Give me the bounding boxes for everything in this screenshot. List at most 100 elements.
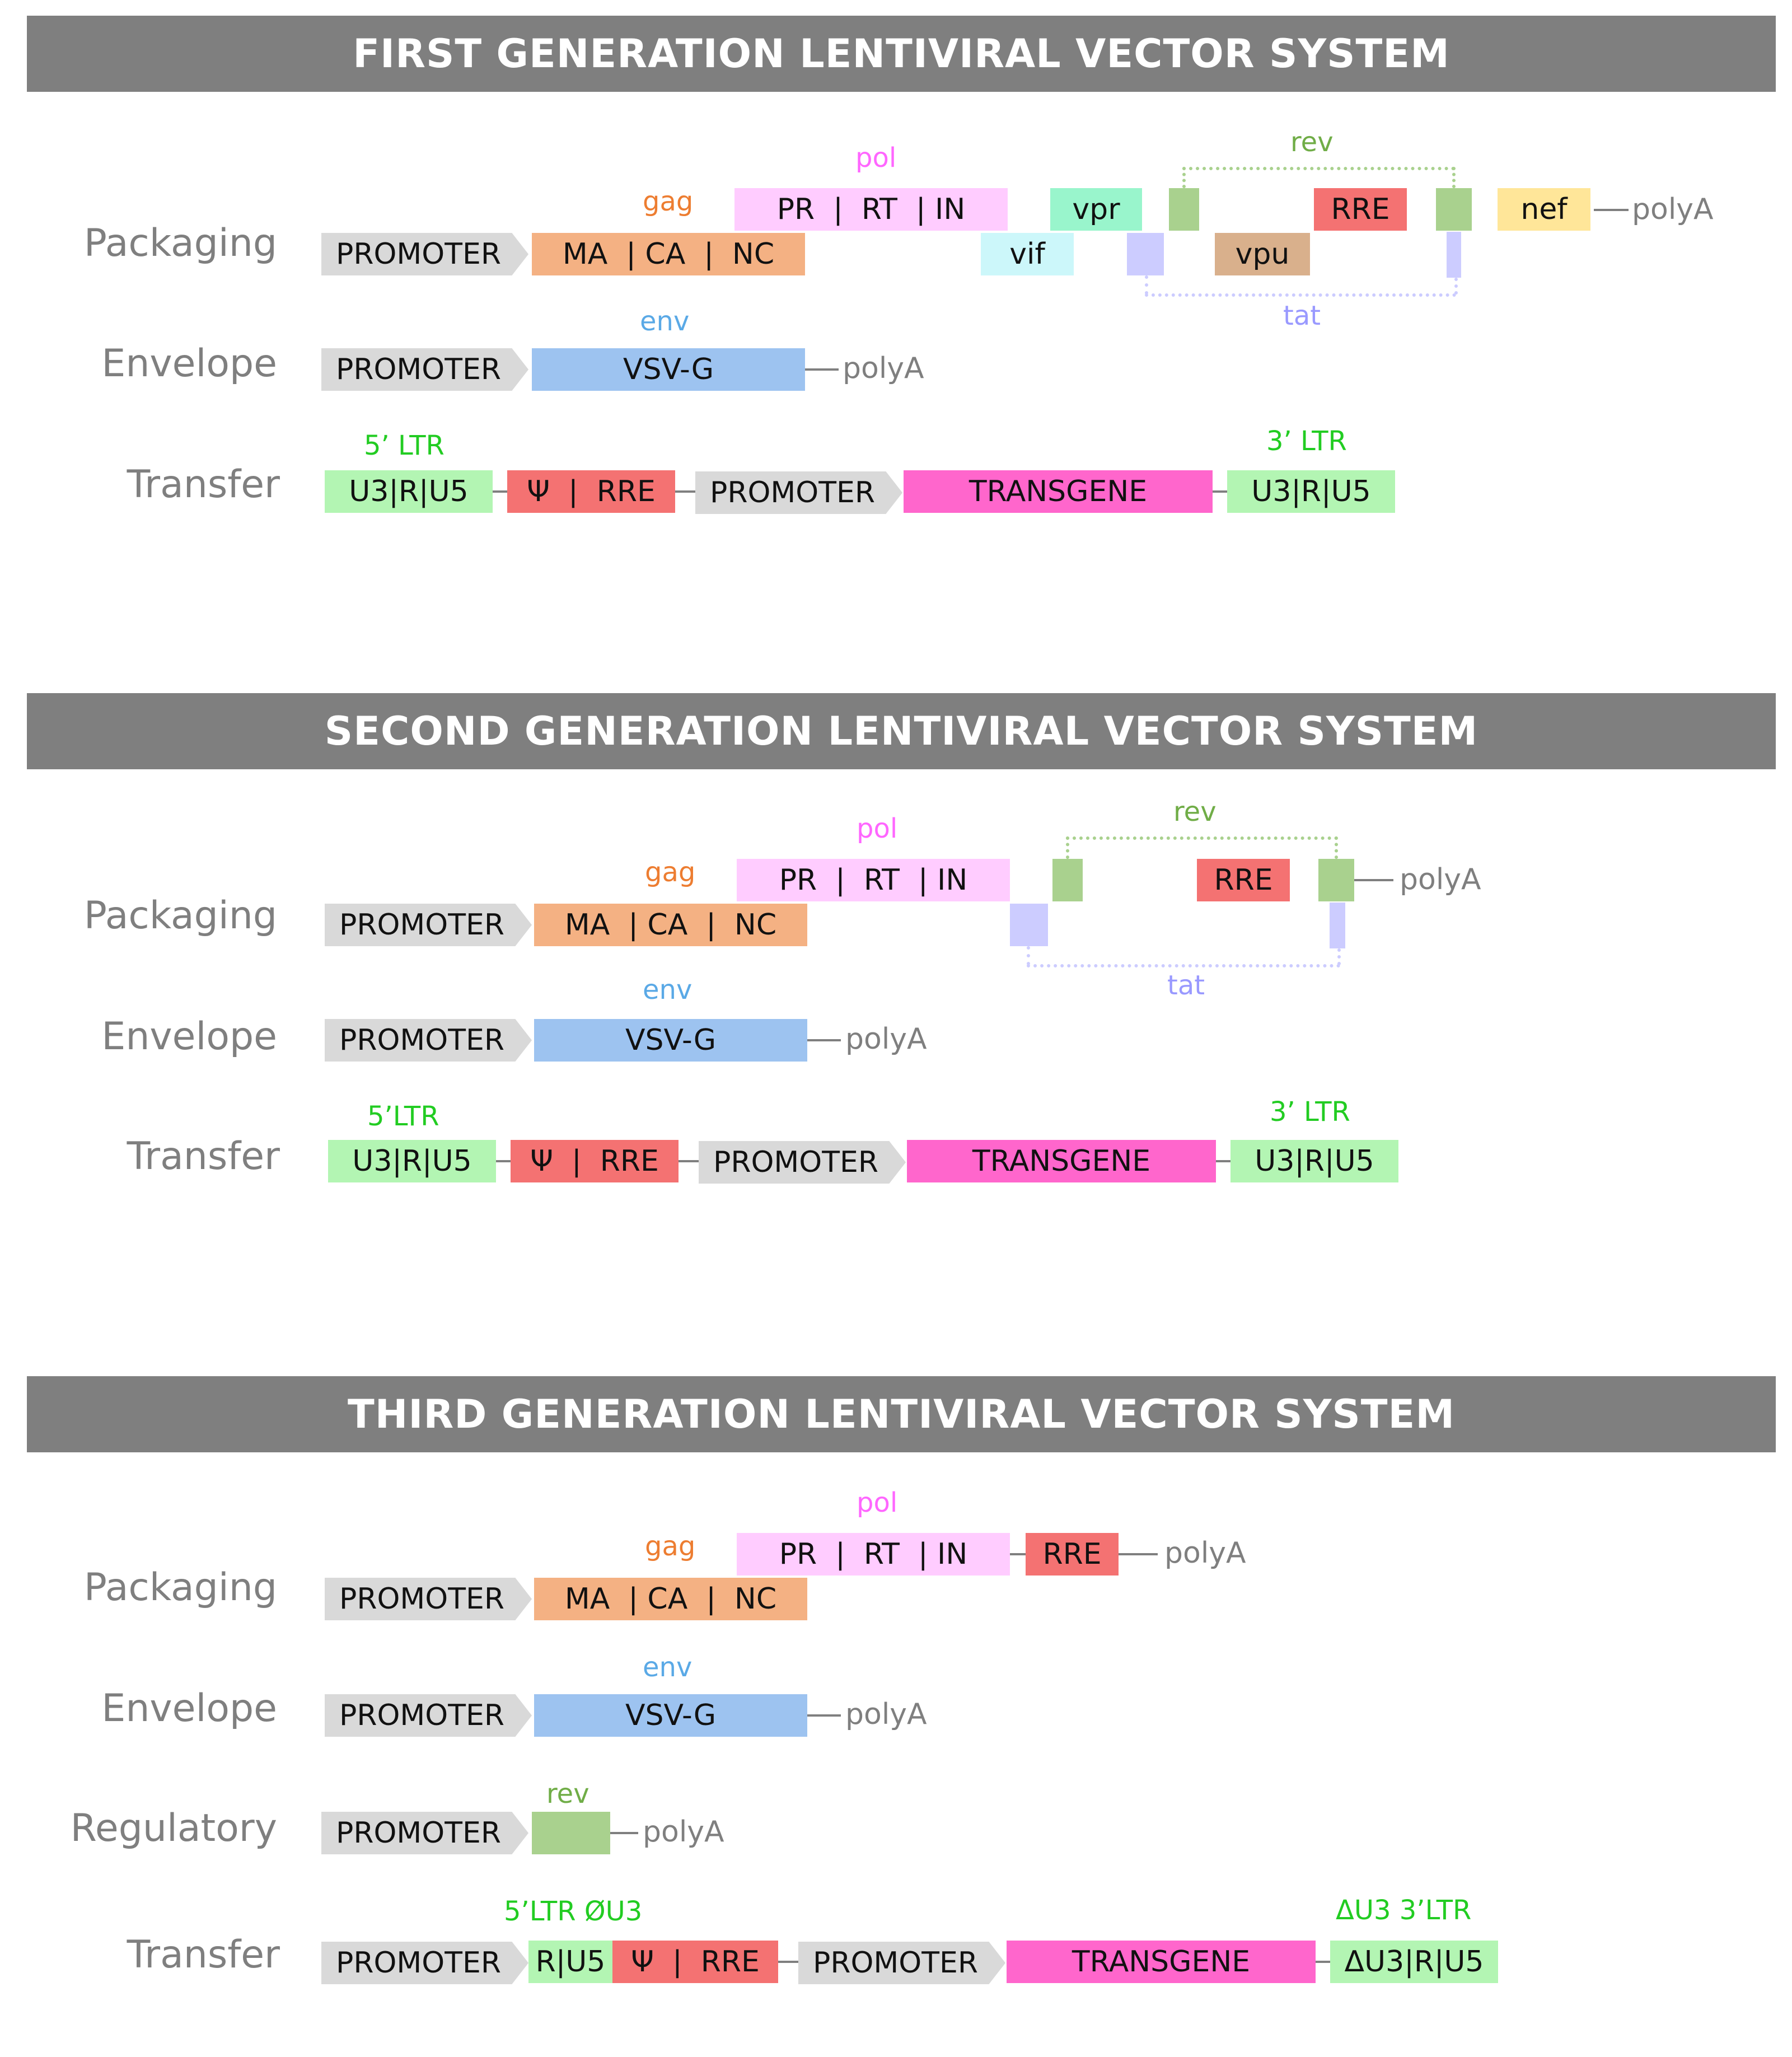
env-label: env	[643, 1652, 693, 1683]
envelope-row-label: Envelope	[101, 1686, 277, 1731]
second-generation-title: SECOND GENERATION LENTIVIRAL VECTOR SYST…	[27, 693, 1776, 769]
envelope-polya: polyA	[845, 1698, 927, 1731]
ltr5-label: 5’ LTR	[364, 430, 445, 461]
ltr3-label: 3’ LTR	[1270, 1096, 1350, 1128]
packaging-row-label: Packaging	[83, 1565, 277, 1610]
nef-polya-line	[1594, 209, 1629, 211]
ltr5-box: R|U5	[528, 1941, 612, 1983]
rev-exon1	[1169, 188, 1199, 231]
vsvg-box: VSV-G	[532, 348, 805, 391]
gag-box: MA | CA | NC	[534, 1578, 807, 1620]
envelope-polya: polyA	[845, 1022, 927, 1056]
packaging-polya: polyA	[1632, 193, 1714, 226]
ltr5-box: U3|R|U5	[325, 470, 493, 513]
transfer-link-2	[675, 490, 695, 493]
ltr3-label: 3’ LTR	[1266, 426, 1347, 457]
pol-label: pol	[857, 813, 898, 844]
packaging-promoter: PROMOTER	[321, 233, 528, 275]
transgene-box: TRANSGENE	[904, 470, 1213, 513]
rre-box: RRE	[1314, 188, 1407, 231]
pol-box: PR | RT | IN	[734, 188, 1008, 231]
packaging-promoter: PROMOTER	[325, 1578, 532, 1620]
tat-exon2	[1330, 903, 1345, 948]
transfer-row-label: Transfer	[127, 462, 280, 507]
regulatory-polya: polyA	[643, 1815, 724, 1849]
gag-label: gag	[645, 857, 696, 888]
tat-exon1	[1010, 904, 1048, 946]
rev-exon2	[1318, 859, 1354, 901]
transfer-link-3	[1213, 490, 1228, 493]
pol-rre-line	[1010, 1553, 1027, 1555]
rev-polya-line	[1354, 879, 1393, 881]
transfer-link-1	[493, 490, 508, 493]
pol-label: pol	[855, 142, 897, 174]
tat-label: tat	[1283, 300, 1321, 331]
ltr3-box: U3|R|U5	[1227, 470, 1395, 513]
rev-exon2	[1436, 188, 1472, 231]
psi-rre-box: Ψ | RRE	[507, 470, 675, 513]
regulatory-row-label: Regulatory	[70, 1806, 277, 1850]
tat-splice-right	[1454, 278, 1458, 294]
transfer-promoter-1: PROMOTER	[321, 1942, 528, 1984]
transfer-link-3	[1216, 1160, 1232, 1162]
packaging-polya: polyA	[1164, 1536, 1246, 1570]
transfer-link-2	[679, 1160, 699, 1162]
ltr5-label: 5’LTR	[367, 1101, 439, 1132]
transfer-link-2	[1316, 1961, 1330, 1963]
transfer-row-label: Transfer	[127, 1134, 280, 1179]
pol-box: PR | RT | IN	[737, 859, 1010, 901]
envelope-row-label: Envelope	[101, 342, 277, 386]
rre-polya-line	[1119, 1553, 1158, 1555]
packaging-promoter: PROMOTER	[325, 904, 532, 946]
ltr5-box: U3|R|U5	[328, 1140, 496, 1182]
tat-splice-left	[1027, 946, 1030, 965]
packaging-row-label: Packaging	[83, 894, 277, 938]
rre-box: RRE	[1026, 1533, 1119, 1576]
nef-box: nef	[1498, 188, 1590, 231]
packaging-polya: polyA	[1400, 863, 1481, 896]
tat-splice-right	[1337, 948, 1341, 965]
third-generation-title: THIRD GENERATION LENTIVIRAL VECTOR SYSTE…	[27, 1376, 1776, 1452]
vsvg-box: VSV-G	[534, 1019, 807, 1062]
tat-exon2	[1447, 232, 1461, 278]
envelope-promoter: PROMOTER	[321, 348, 528, 391]
gag-box: MA | CA | NC	[534, 904, 807, 946]
envelope-polya: polyA	[843, 352, 924, 385]
gag-box: MA | CA | NC	[532, 233, 805, 275]
pol-label: pol	[857, 1487, 898, 1518]
transfer-link-1	[778, 1961, 798, 1963]
rev-splice-bracket	[1182, 167, 1455, 170]
gag-label: gag	[645, 1531, 696, 1562]
vif-box: vif	[981, 233, 1074, 275]
envelope-promoter: PROMOTER	[325, 1694, 532, 1737]
transfer-promoter-2: PROMOTER	[798, 1942, 1005, 1984]
transfer-promoter: PROMOTER	[699, 1141, 906, 1184]
env-label: env	[640, 306, 690, 337]
envelope-promoter: PROMOTER	[325, 1019, 532, 1062]
rev-splice-left	[1182, 167, 1186, 188]
rev-splice-left	[1066, 836, 1069, 859]
env-polya-line	[805, 368, 839, 371]
psi-rre-box: Ψ | RRE	[511, 1140, 679, 1182]
env-label: env	[643, 974, 693, 1006]
rev-splice-right	[1335, 836, 1338, 859]
first-generation-title: FIRST GENERATION LENTIVIRAL VECTOR SYSTE…	[27, 16, 1776, 92]
rev-box	[532, 1812, 610, 1854]
tat-label: tat	[1167, 970, 1205, 1001]
transfer-link-1	[496, 1160, 512, 1162]
rev-exon1	[1052, 859, 1083, 901]
transfer-promoter: PROMOTER	[695, 471, 902, 514]
psi-rre-box: Ψ | RRE	[612, 1941, 778, 1983]
pol-box: PR | RT | IN	[737, 1533, 1010, 1576]
vpr-box: vpr	[1050, 188, 1142, 231]
regulatory-promoter: PROMOTER	[321, 1812, 528, 1854]
rev-splice-bracket	[1066, 836, 1338, 840]
rev-splice-right	[1452, 167, 1456, 188]
rev-label: rev	[1290, 127, 1334, 158]
vsvg-box: VSV-G	[534, 1694, 807, 1737]
transfer-row-label: Transfer	[127, 1933, 280, 1977]
vpu-box: vpu	[1215, 233, 1310, 275]
envelope-row-label: Envelope	[101, 1015, 277, 1059]
tat-splice-left	[1145, 275, 1148, 294]
transgene-box: TRANSGENE	[907, 1140, 1216, 1182]
